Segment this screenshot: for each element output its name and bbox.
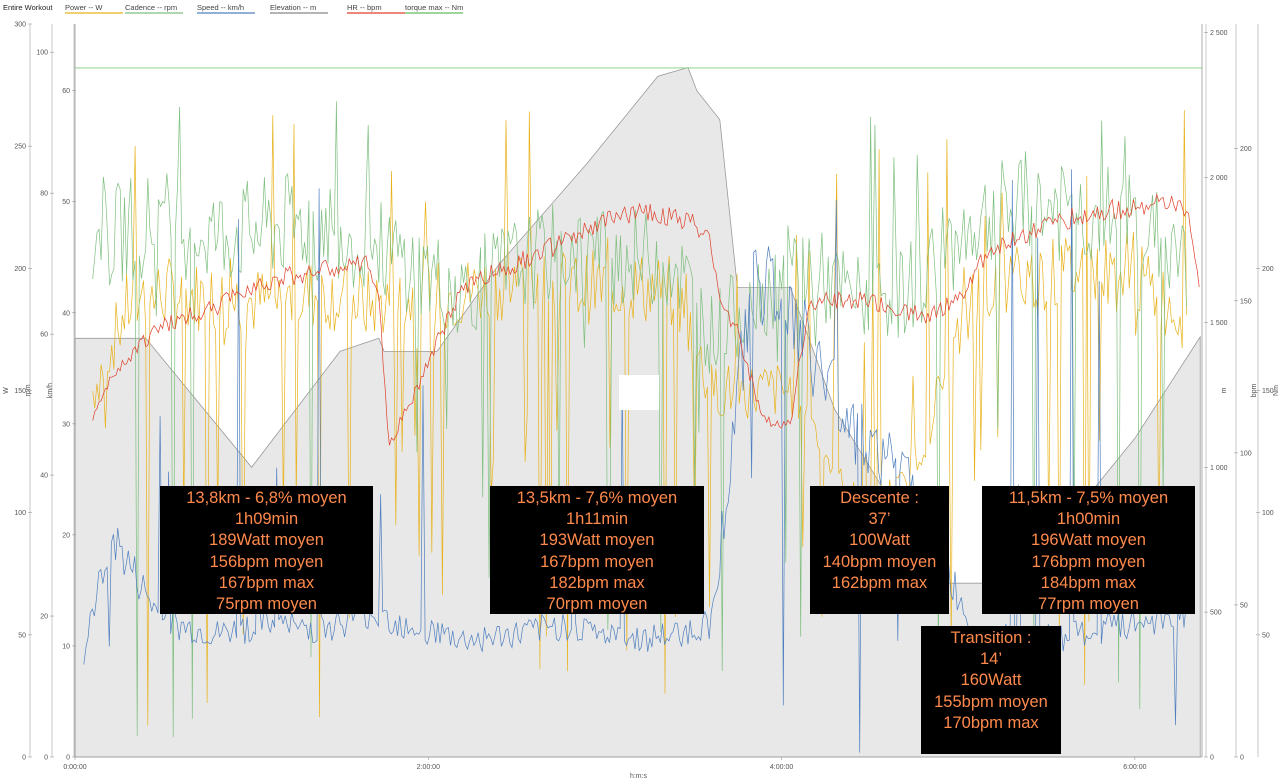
y-tick-label-elevation: 2 000 [1210,175,1228,182]
blank-patch [619,375,659,410]
y-tick-label-cadence: 40 [40,473,48,480]
legend-item-label: Elevation -- m [270,3,316,12]
y-tick-label-speed: 40 [62,310,70,317]
y-tick-label-elevation: 1 000 [1210,465,1228,472]
annotation-box: 13,5km - 7,6% moyen 1h11min 193Watt moyen 1… [490,486,704,614]
annotation-line: 170bpm max [943,713,1039,732]
y-tick-label-power: 50 [18,632,26,639]
annotation-line: 140bpm moyen [822,552,937,571]
y-tick-label-power: 300 [14,22,26,29]
annotation-line: 193Watt moyen [539,531,655,550]
y-tick-label-torque: 50 [1262,632,1270,639]
annotation-box: Transition : 14’ 160Watt 155bpm moyen 170bpm… [921,626,1061,754]
y-tick-label-hr: 150 [1240,298,1252,305]
annotation-line: 13,8km - 6,8% moyen [186,489,347,507]
legend-item-label: torque max -- Nm [405,3,463,12]
y-tick-label-cadence: 80 [40,191,48,198]
annotation-box: 13,8km - 6,8% moyen 1h09min 189Watt moyen 1… [160,486,373,614]
annotation-line: 77rpm moyen [1038,595,1139,614]
x-tick-label: 4:00:00 [770,764,793,771]
x-tick-label: 6:00:00 [1123,764,1146,771]
y-tick-label-hr: 0 [1240,755,1244,762]
legend-item-label: HR -- bpm [347,3,382,12]
legend-item-label: Speed -- km/h [197,3,244,12]
annotation-line: 160Watt [960,671,1022,690]
y-tick-label-cadence: 0 [44,755,48,762]
annotation-box: 11,5km - 7,5% moyen 1h00min 196Watt moyen 1… [982,486,1195,614]
y-axis-title-speed: km/h [47,383,54,398]
annotation-line: Descente : [840,489,919,507]
annotation-line: 196Watt moyen [1031,531,1146,550]
annotation-line: 189Watt moyen [209,531,324,550]
x-tick-label: 0:00:00 [63,764,86,771]
axes: 050100150200250300W020406080100rpm010203… [3,22,1280,781]
annotation-line: 1h09min [234,510,299,529]
y-tick-label-power: 100 [14,510,26,517]
annotation-line: 1h11min [565,510,629,529]
y-tick-label-speed: 60 [62,88,70,95]
series-cadence [92,101,1187,738]
y-axis-title-cadence: rpm [25,384,32,396]
y-tick-label-power: 200 [14,266,26,273]
y-tick-label-hr: 50 [1240,602,1248,609]
y-axis-title-hr: bpm [1251,384,1258,398]
x-axis-title: h:m:s [630,773,648,780]
y-tick-label-speed: 10 [62,643,70,650]
y-tick-label-hr: 100 [1240,450,1252,457]
y-tick-label-power: 0 [22,755,26,762]
series-power [92,110,1187,726]
annotation-line: 184bpm max [1040,573,1137,592]
annotation-line: 176bpm moyen [1031,552,1146,571]
annotation-line: 70rpm moyen [546,595,648,614]
annotation-box: Descente : 37’ 100Watt 140bpm moyen 162bpm m… [810,486,949,614]
annotation-line: 155bpm moyen [934,692,1048,711]
y-tick-label-torque: 100 [1262,510,1274,517]
y-tick-label-torque: 150 [1262,388,1274,395]
annotation-line: 14’ [979,650,1003,669]
annotation-line: 167bpm max [218,573,315,592]
y-tick-label-torque: 200 [1262,266,1274,273]
y-tick-label-speed: 50 [62,199,70,206]
series-hr [92,193,1200,446]
annotation-line: 156bpm moyen [209,552,324,571]
annotation-line: 13,5km - 7,6% moyen [516,489,678,507]
legend-item-label: Cadence -- rpm [125,3,177,12]
annotation-line: 162bpm max [831,573,928,592]
y-tick-label-cadence: 100 [36,50,48,57]
y-axis-title-elevation: m [1221,387,1228,393]
workout-label: Entire Workout [3,3,53,12]
annotation-line: 11,5km - 7,5% moyen [1008,489,1169,507]
y-tick-label-hr: 200 [1240,146,1252,153]
y-tick-label-speed: 20 [62,532,70,539]
annotation-line: 182bpm max [549,573,645,592]
annotation-line: 167bpm moyen [540,552,654,571]
annotation-line: Transition : [950,629,1032,647]
y-tick-label-power: 250 [14,144,26,151]
annotation-line: 100Watt [849,531,910,550]
y-tick-label-elevation: 1 500 [1210,320,1228,327]
y-tick-label-cadence: 60 [40,332,48,339]
y-tick-label-elevation: 2 500 [1210,30,1228,37]
y-tick-label-elevation: 500 [1210,610,1222,617]
x-tick-label: 2:00:00 [417,764,440,771]
legend-item-label: Power -- W [65,3,103,12]
y-tick-label-speed: 0 [66,755,70,762]
annotation-line: 37’ [868,510,891,529]
legend: Power -- W Cadence -- rpm Speed -- km/h Ele… [65,3,463,14]
annotation-line: 1h00min [1056,510,1121,529]
y-tick-label-power: 150 [14,388,26,395]
annotation-line: 75rpm moyen [216,595,317,614]
y-axis-title-torque: Nm [1273,385,1280,396]
y-tick-label-cadence: 20 [40,614,48,621]
y-axis-title-power: W [3,387,10,394]
y-tick-label-elevation: 0 [1210,755,1214,762]
y-tick-label-speed: 30 [62,421,70,428]
